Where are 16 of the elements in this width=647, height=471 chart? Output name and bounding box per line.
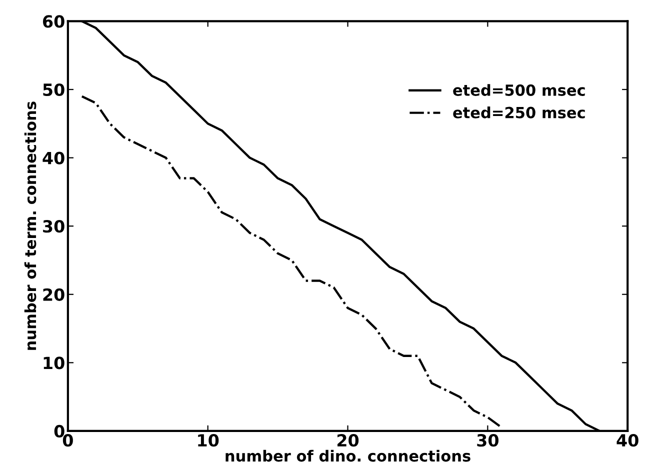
x-tick-label: 40 — [616, 434, 638, 447]
y-tick-label: 50 — [43, 83, 64, 96]
legend-label: eted=500 msec — [453, 84, 585, 96]
x-tick-label: 30 — [477, 434, 498, 447]
y-tick-label: 10 — [44, 356, 64, 370]
x-tick-label: 0 — [62, 434, 73, 447]
y-tick-label: 40 — [42, 152, 64, 164]
x-tick-label: 10 — [198, 434, 219, 447]
x-axis-title: number of dino. connections — [226, 450, 470, 462]
x-tick-label: 20 — [337, 434, 359, 447]
y-tick-label: 20 — [43, 288, 64, 301]
y-axis-title: number of term. connections — [24, 102, 36, 350]
legend-label: eted=250 msec — [453, 106, 585, 118]
y-tick-label: 0 — [54, 424, 64, 438]
y-tick-label: 60 — [43, 15, 64, 28]
y-tick-label: 30 — [43, 220, 64, 233]
